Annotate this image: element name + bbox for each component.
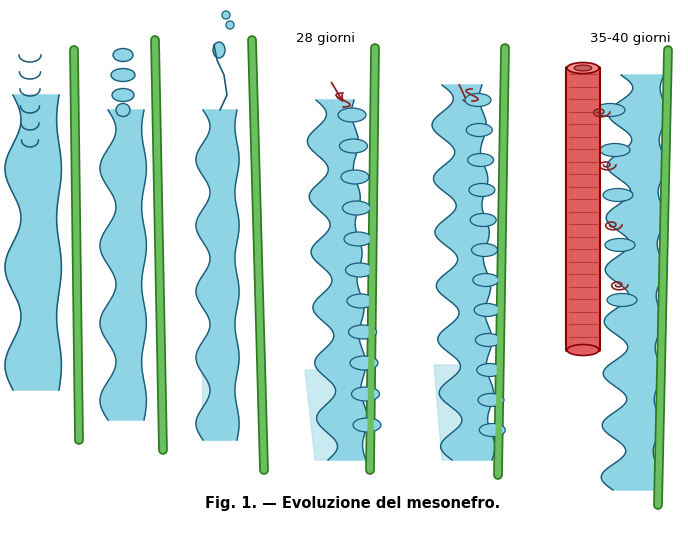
Ellipse shape: [474, 303, 500, 317]
Ellipse shape: [567, 62, 599, 74]
Ellipse shape: [345, 263, 374, 277]
Ellipse shape: [338, 108, 366, 122]
Polygon shape: [434, 365, 487, 460]
Ellipse shape: [471, 244, 497, 256]
Ellipse shape: [603, 189, 633, 201]
Ellipse shape: [605, 238, 635, 252]
Ellipse shape: [480, 424, 505, 437]
Ellipse shape: [350, 356, 378, 370]
Ellipse shape: [574, 65, 592, 71]
Ellipse shape: [341, 170, 369, 184]
Ellipse shape: [213, 42, 225, 58]
Polygon shape: [601, 75, 667, 490]
Ellipse shape: [567, 344, 599, 356]
Text: 28 giorni: 28 giorni: [296, 32, 355, 45]
Circle shape: [226, 21, 234, 29]
Ellipse shape: [353, 418, 381, 432]
Ellipse shape: [470, 214, 496, 227]
Ellipse shape: [344, 232, 372, 246]
Ellipse shape: [607, 294, 637, 306]
Polygon shape: [100, 110, 147, 420]
FancyBboxPatch shape: [566, 67, 600, 351]
Ellipse shape: [478, 393, 504, 407]
Ellipse shape: [113, 49, 133, 61]
Ellipse shape: [466, 124, 493, 136]
Ellipse shape: [343, 201, 371, 215]
Polygon shape: [432, 85, 495, 460]
Ellipse shape: [475, 334, 502, 346]
Text: 35-40 giorni: 35-40 giorni: [590, 32, 671, 45]
Ellipse shape: [349, 325, 376, 339]
Ellipse shape: [347, 294, 375, 308]
Ellipse shape: [339, 139, 367, 153]
Ellipse shape: [468, 154, 493, 166]
Ellipse shape: [469, 183, 495, 197]
Polygon shape: [305, 370, 360, 460]
Ellipse shape: [600, 143, 630, 157]
Ellipse shape: [465, 93, 491, 107]
Ellipse shape: [477, 364, 503, 376]
Circle shape: [222, 11, 230, 19]
Ellipse shape: [111, 69, 135, 82]
Polygon shape: [196, 110, 239, 440]
Polygon shape: [5, 95, 61, 390]
Text: Fig. 1. — Evoluzione del mesonefro.: Fig. 1. — Evoluzione del mesonefro.: [205, 496, 500, 511]
Ellipse shape: [473, 273, 499, 287]
Ellipse shape: [116, 103, 130, 117]
Polygon shape: [308, 100, 367, 460]
Ellipse shape: [595, 103, 625, 117]
Polygon shape: [202, 350, 230, 440]
Ellipse shape: [352, 387, 380, 401]
Ellipse shape: [112, 88, 134, 101]
